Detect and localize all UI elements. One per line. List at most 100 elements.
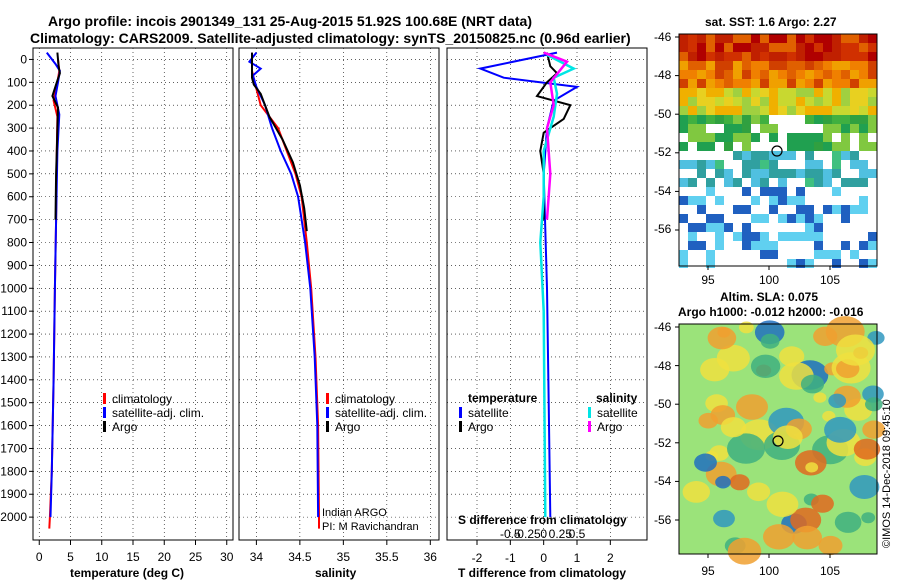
sst-cell xyxy=(814,79,823,88)
sst-cell xyxy=(823,97,832,106)
sst-cell xyxy=(688,61,697,70)
sst-cell xyxy=(706,106,715,115)
sst-cell xyxy=(868,169,877,178)
sst-cell xyxy=(688,79,697,88)
temperature-lines xyxy=(46,51,61,529)
sla-argo-position-marker xyxy=(772,435,784,447)
sst-cell xyxy=(832,34,841,43)
sst-cell xyxy=(715,115,724,124)
depth-tick-label: 1700 xyxy=(0,441,27,455)
sst-cell xyxy=(814,133,823,142)
legend-t-argo: Argo xyxy=(468,420,494,434)
difference-x-axis: -2 -1 0 1 2 xyxy=(472,540,614,565)
sst-cell xyxy=(733,61,742,70)
temperature-x-axis: 0 5 10 15 20 25 30 xyxy=(36,540,234,564)
sst-cell xyxy=(724,133,733,142)
sst-cell xyxy=(832,79,841,88)
sst-cell xyxy=(715,223,724,232)
sla-map-cells xyxy=(682,316,886,565)
sst-cell xyxy=(805,43,814,52)
s-tick-label: 0.25 xyxy=(549,527,573,541)
sla-anomaly-blob xyxy=(682,481,710,503)
sst-cell xyxy=(706,133,715,142)
sst-cell xyxy=(778,79,787,88)
sst-cell xyxy=(823,250,832,259)
sst-cell xyxy=(706,34,715,43)
sst-cell xyxy=(760,160,769,169)
legend-swatch-argo xyxy=(326,421,329,432)
sst-cell xyxy=(778,196,787,205)
sst-cell xyxy=(796,169,805,178)
sst-cell xyxy=(787,79,796,88)
sst-cell xyxy=(715,133,724,142)
sst-cell xyxy=(742,169,751,178)
sst-cell xyxy=(778,43,787,52)
sst-cell xyxy=(850,88,859,97)
sst-cell xyxy=(760,124,769,133)
sst-cell xyxy=(679,214,688,223)
sst-cell xyxy=(715,52,724,61)
sst-cell xyxy=(706,214,715,223)
sst-cell xyxy=(751,232,760,241)
sst-cell xyxy=(751,160,760,169)
series-line-climatology xyxy=(251,52,320,529)
sst-cell xyxy=(859,52,868,61)
sla-anomaly-blob xyxy=(813,392,827,403)
sla-map-ticks xyxy=(675,326,831,558)
x-tick-label: 1 xyxy=(574,551,581,565)
sst-cell xyxy=(769,187,778,196)
sst-cell xyxy=(859,97,868,106)
sla-anomaly-blob xyxy=(790,507,822,533)
sst-cell xyxy=(742,70,751,79)
sst-cell xyxy=(724,169,733,178)
sst-cell xyxy=(805,151,814,160)
sst-cell xyxy=(679,115,688,124)
x-tick-label: 35 xyxy=(337,550,351,564)
salinity-plot-frame xyxy=(238,47,440,541)
sst-cell xyxy=(715,241,724,250)
sst-cell xyxy=(769,169,778,178)
sst-cell xyxy=(706,160,715,169)
sla-anomaly-blob xyxy=(727,537,762,565)
depth-tick-label: 1900 xyxy=(0,487,27,501)
sst-cell xyxy=(823,106,832,115)
legend-t-satellite: satellite xyxy=(468,406,509,420)
sst-cell xyxy=(814,241,823,250)
sst-cell xyxy=(859,205,868,214)
sst-cell xyxy=(724,70,733,79)
x-tick-label: 35.5 xyxy=(375,550,399,564)
sst-cell xyxy=(805,88,814,97)
legend-swatch-s-satellite xyxy=(588,407,591,418)
sst-cell xyxy=(751,70,760,79)
sst-argo-position-marker xyxy=(771,145,783,157)
sst-cell xyxy=(742,97,751,106)
sst-cell xyxy=(742,88,751,97)
sst-cell xyxy=(715,34,724,43)
sst-cell xyxy=(751,106,760,115)
sst-xtick: 105 xyxy=(820,273,840,287)
sst-cell xyxy=(751,52,760,61)
sst-cell xyxy=(724,124,733,133)
sst-cell xyxy=(832,106,841,115)
sst-cell xyxy=(778,61,787,70)
sst-cell xyxy=(688,115,697,124)
sst-cell xyxy=(787,214,796,223)
sst-cell xyxy=(733,115,742,124)
sst-cell xyxy=(832,97,841,106)
series-line-s-argo xyxy=(543,51,570,220)
sst-cell xyxy=(823,52,832,61)
sla-anomaly-blob xyxy=(766,491,799,517)
sst-cell xyxy=(787,133,796,142)
sst-cell xyxy=(697,106,706,115)
sst-cell xyxy=(751,133,760,142)
sst-cell xyxy=(724,178,733,187)
sst-cell xyxy=(796,52,805,61)
sla-anomaly-blob xyxy=(867,331,885,345)
annotation-line-2: PI: M Ravichandran xyxy=(322,521,419,533)
sla-anomaly-blob xyxy=(853,438,881,460)
sst-cell xyxy=(769,34,778,43)
sst-cell xyxy=(769,106,778,115)
sst-cell xyxy=(850,106,859,115)
sst-cell xyxy=(832,124,841,133)
sst-cell xyxy=(868,70,877,79)
